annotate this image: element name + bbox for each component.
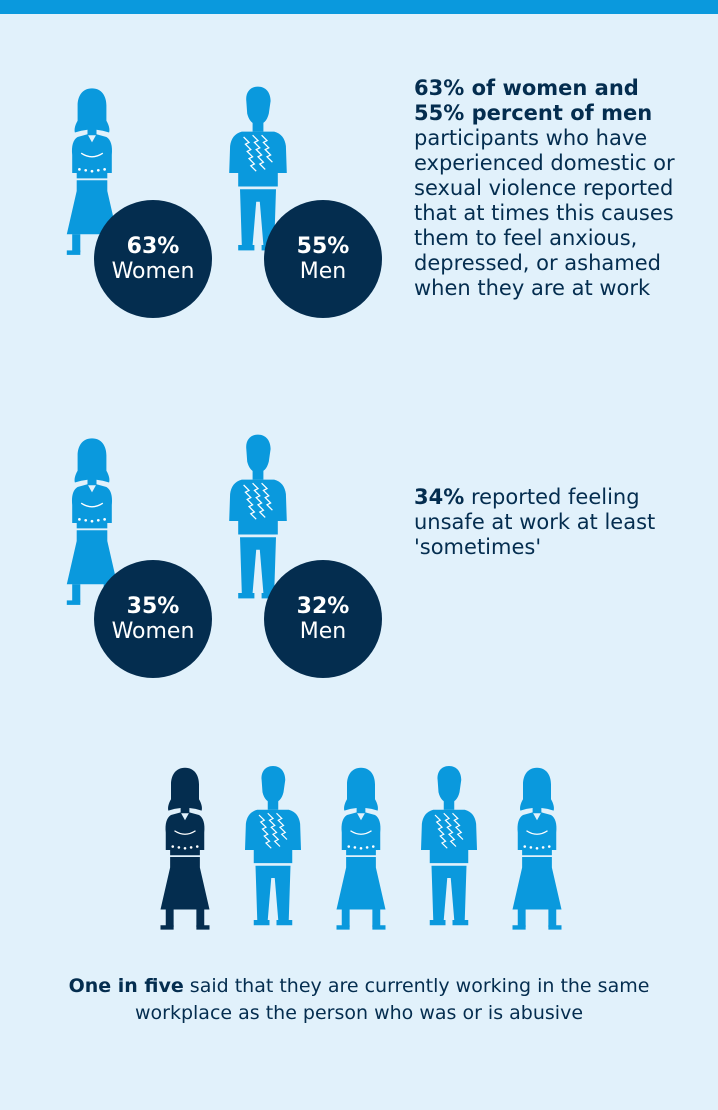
women-stat-bubble: 35% Women <box>94 560 212 678</box>
man-icon <box>238 755 308 945</box>
men-stat-bubble: 55% Men <box>264 200 382 318</box>
section1-text: 63% of women and 55% percent of men part… <box>414 76 694 301</box>
women-label: Women <box>111 259 195 284</box>
men-stat-bubble: 32% Men <box>264 560 382 678</box>
woman-icon <box>326 755 396 945</box>
top-accent-bar <box>0 0 718 14</box>
woman-icon <box>502 755 572 945</box>
men-label: Men <box>299 619 347 644</box>
section1-text-bold: 63% of women and 55% percent of men <box>414 76 653 125</box>
section1-text-rest: participants who have experienced domest… <box>414 126 675 300</box>
women-label: Women <box>111 619 195 644</box>
women-percent: 35% <box>126 593 180 619</box>
section2-text-rest: reported feeling unsafe at work at least… <box>414 485 656 559</box>
men-percent: 32% <box>296 593 350 619</box>
women-stat-bubble: 63% Women <box>94 200 212 318</box>
section3-text-bold: One in five <box>68 975 184 997</box>
section3-text-rest: said that they are currently working in … <box>134 975 650 1024</box>
section3-text: One in five said that they are currently… <box>30 973 688 1027</box>
section2-text-bold: 34% <box>414 485 465 509</box>
section2-text: 34% reported feeling unsafe at work at l… <box>414 485 684 560</box>
women-percent: 63% <box>126 233 180 259</box>
men-percent: 55% <box>296 233 350 259</box>
men-label: Men <box>299 259 347 284</box>
man-icon <box>414 755 484 945</box>
woman-dark-icon <box>150 755 220 945</box>
